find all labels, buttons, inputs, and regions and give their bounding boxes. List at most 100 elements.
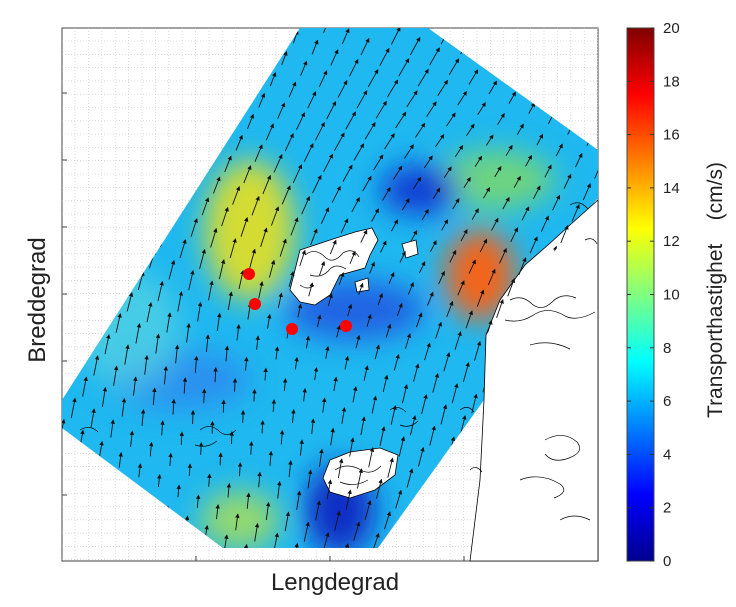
velocity-arrow (303, 521, 310, 542)
velocity-arrow (144, 354, 149, 375)
velocity-arrow (155, 333, 161, 354)
velocity-arrow (292, 542, 299, 548)
velocity-arrow (322, 532, 330, 548)
velocity-arrow (454, 331, 462, 350)
velocity-arrow (390, 28, 401, 45)
velocity-arrow (448, 58, 460, 76)
velocity-arrow (409, 36, 421, 56)
velocity-arrow (182, 377, 188, 394)
velocity-arrow (412, 176, 422, 190)
colorbar-tick-label: 8 (663, 340, 671, 357)
velocity-arrow (427, 291, 434, 306)
velocity-arrow (296, 112, 305, 130)
velocity-arrow (494, 165, 502, 178)
velocity-arrow (525, 154, 532, 167)
velocity-arrow (292, 164, 302, 184)
velocity-arrow (374, 344, 381, 360)
velocity-arrow (121, 397, 127, 417)
colorbar: 0 2 4 6 8 10 12 14 16 18 20 Transporthastighet (cm… (626, 20, 727, 570)
velocity-arrow (369, 261, 375, 274)
velocity-arrow (262, 174, 272, 195)
velocity-arrow (483, 187, 491, 199)
velocity-arrow (341, 28, 350, 45)
velocity-arrow (284, 511, 291, 532)
velocity-arrow (334, 132, 345, 151)
colorbar-tick-label: 14 (663, 180, 680, 197)
velocity-arrow (516, 123, 524, 135)
velocity-arrow (316, 314, 322, 328)
velocity-arrow (533, 185, 541, 200)
velocity-arrow (190, 409, 196, 425)
velocity-arrow (321, 397, 327, 413)
velocity-arrow (345, 111, 356, 130)
velocity-arrow (594, 162, 598, 179)
velocity-arrow (166, 312, 172, 333)
velocity-arrow (487, 268, 496, 286)
velocity-arrow (393, 353, 400, 371)
velocity-arrow (398, 436, 406, 457)
velocity-arrow (314, 122, 325, 141)
velocity-arrow (387, 79, 399, 98)
velocity-arrow (307, 91, 317, 109)
velocity-arrow (229, 238, 237, 259)
velocity-arrow (466, 123, 475, 136)
velocity-arrow (260, 227, 268, 247)
velocity-arrow (299, 439, 304, 456)
velocity-arrow (133, 376, 138, 396)
velocity-arrow (360, 229, 368, 243)
velocity-arrow (371, 208, 379, 222)
velocity-arrow (398, 58, 410, 77)
velocity-arrow (430, 240, 437, 252)
velocity-arrow (401, 198, 410, 211)
velocity-arrow (273, 154, 283, 173)
velocity-arrow (252, 388, 257, 402)
velocity-arrow (406, 468, 414, 488)
velocity-arrow (437, 79, 448, 97)
colorbar-tick-label: 12 (663, 233, 680, 250)
velocity-arrow (268, 259, 276, 278)
velocity-arrow (410, 229, 418, 242)
velocity-arrow (104, 334, 111, 355)
velocity-arrow (326, 479, 333, 500)
velocity-arrow (201, 388, 207, 404)
velocity-arrow (393, 165, 403, 180)
velocity-arrow (277, 480, 282, 499)
velocity-arrow (302, 387, 307, 402)
velocity-arrow (260, 420, 265, 434)
velocity-arrow (101, 386, 108, 407)
velocity-arrow (446, 300, 454, 318)
velocity-arrow (379, 426, 386, 446)
velocity-arrow (373, 154, 384, 171)
velocity-arrow (307, 469, 313, 489)
velocity-arrow (377, 292, 384, 306)
velocity-arrow (268, 450, 274, 466)
velocity-arrow (395, 489, 403, 509)
velocity-arrow (468, 259, 476, 274)
velocity-arrow (388, 272, 395, 284)
velocity-arrow (424, 342, 431, 361)
velocity-arrow (457, 280, 465, 296)
velocity-arrow (432, 187, 441, 200)
velocity-arrow (148, 441, 154, 457)
velocity-arrow (364, 500, 372, 520)
velocity-arrow (499, 247, 507, 264)
velocity-arrow (146, 301, 153, 323)
velocity-arrow (488, 80, 497, 95)
velocity-arrow (265, 123, 274, 141)
velocity-arrow (415, 122, 426, 138)
velocity-arrow (338, 272, 345, 286)
velocity-arrow (376, 478, 383, 499)
velocity-arrow (269, 72, 277, 87)
velocity-arrow (360, 37, 370, 56)
velocity-arrow (513, 175, 521, 188)
velocity-arrow (368, 447, 375, 468)
velocity-arrow (465, 310, 473, 329)
velocity-arrow (198, 442, 204, 455)
colorbar-tick-label: 20 (663, 20, 680, 37)
velocity-arrow (118, 452, 123, 468)
velocity-arrow (277, 102, 286, 119)
velocity-arrow (521, 206, 530, 221)
velocity-arrow (312, 174, 322, 194)
velocity-arrow (243, 165, 252, 184)
velocity-arrow (323, 153, 333, 173)
